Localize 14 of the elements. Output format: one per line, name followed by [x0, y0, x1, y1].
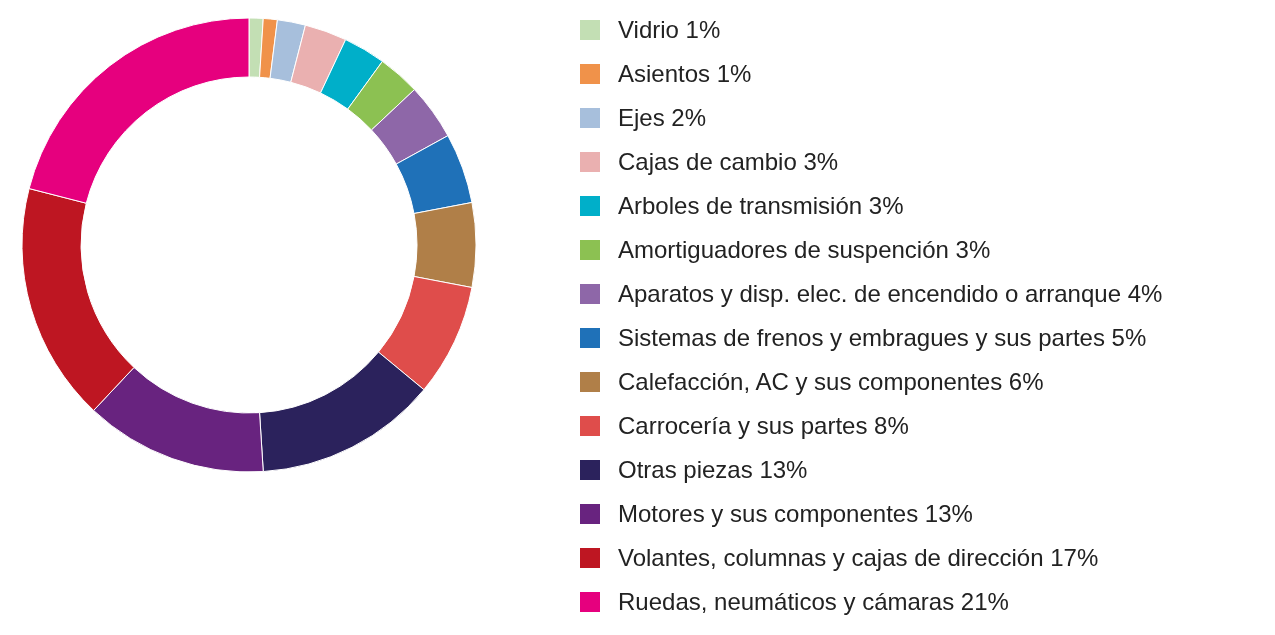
- legend-label: Calefacción, AC y sus componentes 6%: [618, 368, 1044, 396]
- legend-label: Arboles de transmisión 3%: [618, 192, 904, 220]
- legend-label: Aparatos y disp. elec. de encendido o arranque 4%: [618, 280, 1163, 308]
- legend-label: Cajas de cambio 3%: [618, 148, 839, 176]
- legend-label: Ejes 2%: [618, 104, 707, 132]
- legend-label: Otras piezas 13%: [618, 456, 808, 484]
- legend-label: Motores y sus componentes 13%: [618, 500, 973, 528]
- legend-label: Vidrio 1%: [618, 16, 721, 44]
- legend-label: Volantes, columnas y cajas de dirección 17%: [618, 544, 1099, 572]
- legend-label: Asientos 1%: [618, 60, 752, 88]
- legend-label: Carrocería y sus partes 8%: [618, 412, 909, 440]
- legend-label: Ruedas, neumáticos y cámaras 21%: [618, 588, 1009, 616]
- legend-label: Amortiguadores de suspención 3%: [618, 236, 991, 264]
- legend-label: Sistemas de frenos y embragues y sus partes 5%: [618, 324, 1147, 352]
